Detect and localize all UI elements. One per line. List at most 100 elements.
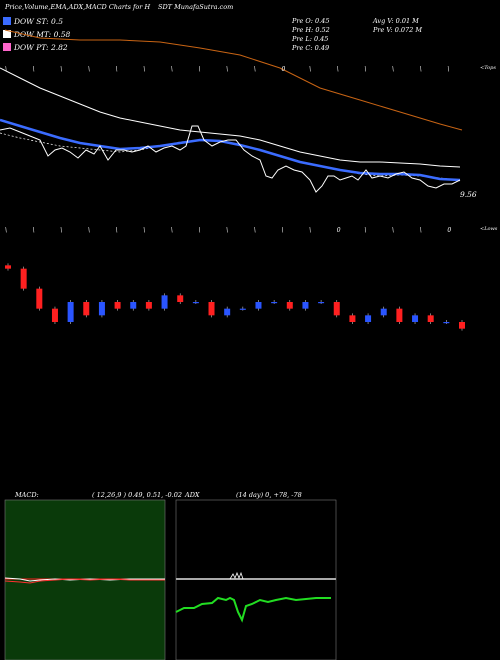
tops-mark: \	[392, 66, 394, 73]
candle-body	[67, 302, 74, 322]
legend-swatch-pt	[3, 43, 11, 51]
adx-plus-line	[175, 596, 331, 623]
candle-body	[396, 308, 403, 322]
candle-body	[443, 322, 450, 324]
lows-mark: \	[254, 227, 256, 234]
candle-body	[98, 302, 105, 316]
adx-label: ADX	[185, 491, 200, 499]
candle-body	[333, 302, 340, 316]
candle-body	[365, 315, 372, 322]
prev-close: Pre C: 0.49	[292, 44, 330, 52]
tops-mark: \	[88, 66, 90, 73]
candles	[5, 263, 465, 331]
candle-body	[318, 302, 325, 304]
legend-dow-pt: DOW PT: 2.82	[3, 42, 68, 53]
candle-body	[177, 295, 184, 302]
prev-volume: Pre V: 0.072 M	[373, 26, 423, 34]
lows-mark: \	[88, 227, 90, 234]
candle-body	[208, 302, 215, 316]
lows-mark: 0	[337, 227, 341, 234]
candle-body	[161, 295, 168, 309]
legend-swatch-mt	[3, 30, 11, 38]
lows-mark: \	[5, 227, 7, 234]
adx-values: (14 day) 0, +78, -78	[236, 491, 302, 499]
tops-mark: \	[171, 66, 173, 73]
lows-label: <Lows	[480, 226, 498, 232]
candle-body	[349, 315, 356, 322]
macd-label: MACD:	[15, 491, 39, 499]
candle-body	[114, 302, 121, 309]
avg-volume: Avg V: 0.01 M	[373, 17, 419, 25]
tops-label: <Tops	[480, 65, 496, 71]
candle-body	[83, 302, 90, 316]
prev-high: Pre H: 0.52	[292, 26, 330, 34]
candle-body	[380, 308, 387, 316]
tops-mark: \	[33, 66, 35, 73]
price-line	[0, 125, 461, 193]
candle-body	[145, 302, 152, 309]
tops-mark: \	[226, 66, 228, 73]
ema-short-line	[0, 118, 461, 182]
candle-body	[286, 302, 293, 309]
ema-mid-line	[0, 67, 461, 168]
tops-mark: \	[116, 66, 118, 73]
candle-body	[427, 315, 434, 322]
candle-body	[20, 268, 27, 289]
lows-mark: \	[116, 227, 118, 234]
prev-open: Pre O: 0.45	[292, 17, 330, 25]
macd-signal-line	[4, 578, 165, 584]
last-price-label: 9.56	[460, 190, 477, 199]
candle-body	[271, 302, 278, 304]
site-name[interactable]: SDT MunafaSutra.com	[158, 3, 234, 11]
candle-body	[459, 322, 465, 329]
legend-dow-mt-label: DOW MT: 0.58	[14, 30, 71, 39]
lows-marks: \ \ \ \ \ \ \ \ \ \ \ \ 0 \ \ \ 0	[5, 227, 451, 234]
candle-body	[192, 302, 199, 304]
tops-mark: \	[199, 66, 201, 73]
tops-marks: \ \ \ \ \ \ \ \ \ \ 0 \ \ \ \ \ \	[5, 66, 449, 73]
tops-mark: \	[254, 66, 256, 73]
macd-line	[4, 577, 165, 582]
candle-body	[36, 288, 43, 309]
legend-swatch-st	[3, 17, 11, 25]
lows-mark: \	[309, 227, 311, 234]
lows-mark: \	[226, 227, 228, 234]
legend-dow-st-label: DOW ST: 0.5	[14, 17, 63, 26]
lows-mark: \	[143, 227, 145, 234]
candle-body	[224, 308, 231, 316]
tops-mark: \	[5, 66, 7, 73]
candle-body	[51, 308, 58, 322]
candle-body	[302, 302, 309, 309]
lows-mark: \	[60, 227, 62, 234]
lows-mark: \	[33, 227, 35, 234]
adx-spike	[229, 571, 244, 580]
candle-body	[239, 308, 246, 310]
tops-mark: \	[60, 66, 62, 73]
tops-mark: \	[364, 66, 366, 73]
legend-dow-mt: DOW MT: 0.58	[3, 29, 70, 40]
lows-mark: \	[199, 227, 201, 234]
candle-body	[5, 265, 11, 269]
legend-dow-pt-label: DOW PT: 2.82	[14, 43, 68, 52]
legend-dow-st: DOW ST: 0.5	[3, 16, 63, 27]
macd-values: ( 12,26,9 ) 0.49, 0.51, -0.02	[92, 491, 182, 499]
prev-low: Pre L: 0.45	[292, 35, 329, 43]
candle-body	[412, 315, 419, 322]
lows-mark: \	[364, 227, 366, 234]
tops-mark: \	[309, 66, 311, 73]
tops-mark: \	[447, 66, 449, 73]
chart-title: Price,Volume,EMA,ADX,MACD Charts for H	[5, 3, 151, 11]
lows-mark: \	[392, 227, 394, 234]
tops-mark: \	[420, 66, 422, 73]
candle-body	[130, 302, 137, 309]
tops-mark: 0	[281, 66, 285, 73]
tops-mark: \	[337, 66, 339, 73]
lows-mark: \	[171, 227, 173, 234]
lows-mark: \	[281, 227, 283, 234]
ema-long-line	[4, 29, 463, 131]
lows-mark: \	[420, 227, 422, 234]
tops-mark: \	[143, 66, 145, 73]
lows-mark: 0	[447, 227, 451, 234]
candle-body	[255, 302, 262, 309]
